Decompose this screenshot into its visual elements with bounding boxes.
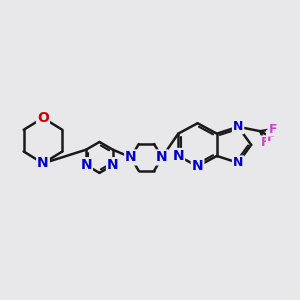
Text: N: N — [37, 156, 49, 170]
Text: N: N — [156, 150, 168, 164]
Text: F: F — [267, 131, 275, 144]
Text: N: N — [192, 159, 203, 173]
Text: F: F — [268, 123, 277, 136]
Text: N: N — [80, 158, 92, 172]
Text: N: N — [233, 156, 243, 169]
Text: N: N — [233, 120, 243, 133]
Text: F: F — [260, 136, 269, 149]
Text: N: N — [172, 149, 184, 163]
Text: N: N — [107, 158, 119, 172]
Text: O: O — [37, 111, 49, 125]
Text: N: N — [125, 150, 137, 164]
